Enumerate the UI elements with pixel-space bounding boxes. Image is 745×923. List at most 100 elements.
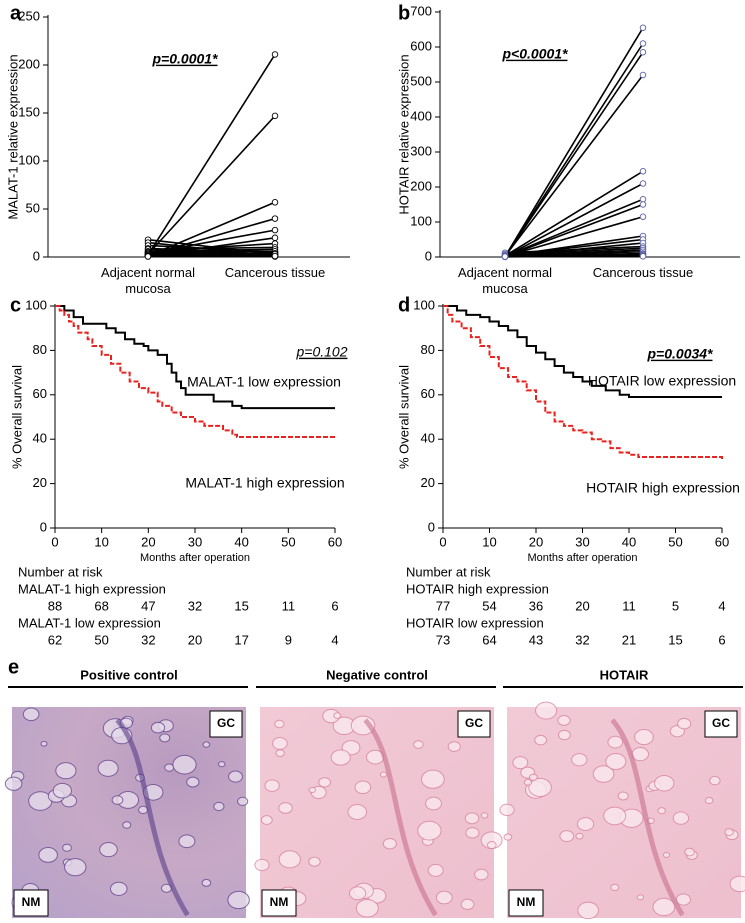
tissue-texture <box>576 817 595 832</box>
tissue-texture <box>523 778 533 786</box>
tissue-texture <box>654 775 675 792</box>
tissue-texture <box>575 832 584 840</box>
tissue-texture <box>40 740 48 747</box>
tissue-texture <box>657 807 666 815</box>
risk-count: 9 <box>285 632 292 647</box>
risk-count: 6 <box>331 598 338 613</box>
tissue-texture <box>486 841 497 850</box>
point <box>271 226 279 234</box>
tissue-texture <box>610 883 620 892</box>
point <box>501 253 509 260</box>
pair-line <box>147 248 276 253</box>
tissue-texture <box>64 858 87 877</box>
x-tick-label: 50 <box>281 534 295 549</box>
y-tick-label: 400 <box>410 108 432 123</box>
tissue-texture <box>617 791 629 801</box>
risk-count: 4 <box>331 632 338 647</box>
legend-label: HOTAIR high expression <box>586 480 740 496</box>
y-tick-label: 40 <box>33 431 47 446</box>
pair-line <box>147 54 276 256</box>
pair-line <box>504 51 644 258</box>
tissue-texture <box>724 828 734 837</box>
x-category: Cancerous tissue <box>224 265 326 280</box>
y-axis-label: % Overall survival <box>9 365 24 469</box>
tissue-texture <box>528 773 538 781</box>
panel-letter: b <box>398 2 410 24</box>
x-tick-label: 30 <box>188 534 202 549</box>
risk-count: 17 <box>234 632 248 647</box>
point <box>639 49 647 56</box>
tissue-texture <box>260 815 273 825</box>
tissue-texture <box>535 701 558 720</box>
tissue-texture <box>97 759 119 777</box>
y-tick-label: 100 <box>25 297 47 312</box>
pair-line <box>504 203 644 258</box>
x-tick-label: Cancerous tissue <box>224 265 326 280</box>
tissue-texture <box>662 851 671 858</box>
pair-line <box>504 74 644 257</box>
risk-count: 47 <box>141 598 155 613</box>
y-tick-label: 0 <box>33 248 40 263</box>
y-tick-label: 80 <box>421 342 435 357</box>
tissue-texture <box>634 729 654 746</box>
pair-line <box>504 249 644 257</box>
y-tick-label: 300 <box>410 143 432 158</box>
tissue-texture <box>62 843 72 852</box>
legend-label: MALAT-1 low expression <box>187 374 341 390</box>
risk-count: 15 <box>668 632 682 647</box>
region-label: NM <box>270 895 289 909</box>
risk-count: 68 <box>94 598 108 613</box>
tissue-texture <box>264 779 280 792</box>
tissue-texture <box>172 754 197 775</box>
tissue-texture <box>201 878 212 887</box>
tissue-texture <box>164 763 175 772</box>
risk-row-label: MALAT-1 high expression <box>18 581 166 596</box>
tissue-texture <box>607 735 624 749</box>
point <box>144 253 152 260</box>
risk-count: 4 <box>718 598 725 613</box>
x-tick-label: 20 <box>141 534 155 549</box>
point <box>639 201 647 208</box>
pair-line <box>504 27 644 258</box>
risk-count: 6 <box>718 632 725 647</box>
label-box <box>704 710 738 738</box>
point <box>639 253 647 260</box>
point <box>639 71 647 79</box>
pair-line <box>504 170 644 257</box>
y-tick-label: 150 <box>18 104 40 119</box>
tissue-texture <box>729 875 745 893</box>
risk-row-label: HOTAIR low expression <box>406 615 544 630</box>
tissue-texture <box>577 901 599 920</box>
tissue-texture <box>534 734 548 746</box>
tissue-texture <box>672 811 690 825</box>
y-tick-label: 80 <box>33 342 47 357</box>
tissue-texture <box>202 741 211 748</box>
y-tick-label: 600 <box>410 38 432 53</box>
risk-count: 77 <box>436 598 450 613</box>
point <box>639 213 647 220</box>
tissue-texture <box>109 881 128 896</box>
risk-count: 62 <box>48 632 62 647</box>
point <box>639 195 647 203</box>
tissue-texture <box>460 898 475 910</box>
risk-count: 32 <box>575 632 589 647</box>
x-axis-label: Months after operation <box>140 552 250 564</box>
tissue-texture <box>413 740 424 749</box>
tissue-texture <box>571 753 588 767</box>
y-tick-label: 200 <box>410 178 432 193</box>
point <box>271 252 279 260</box>
panel-letter: c <box>10 294 21 316</box>
p-value: p=0.0034* <box>647 346 714 362</box>
risk-count: 11 <box>282 598 296 613</box>
x-category: Adjacent normal mucosa <box>458 265 552 296</box>
tissue-texture <box>709 775 721 786</box>
x-tick-label: 20 <box>529 534 543 549</box>
point <box>271 51 279 58</box>
label-box <box>457 710 491 738</box>
tissue-texture <box>330 749 351 766</box>
survival-curve <box>443 305 723 460</box>
risk-count: 20 <box>575 598 589 613</box>
tissue-texture <box>52 782 73 799</box>
x-tick-label: 10 <box>482 534 496 549</box>
